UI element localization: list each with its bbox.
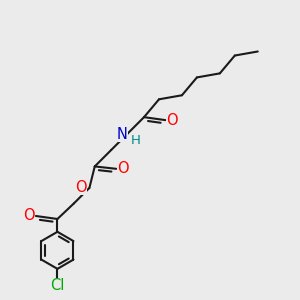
Text: Cl: Cl <box>50 278 64 293</box>
Text: O: O <box>166 112 178 128</box>
Text: O: O <box>23 208 35 224</box>
Text: N: N <box>117 127 128 142</box>
Text: O: O <box>75 180 87 195</box>
Text: H: H <box>131 134 141 147</box>
Text: O: O <box>117 161 129 176</box>
